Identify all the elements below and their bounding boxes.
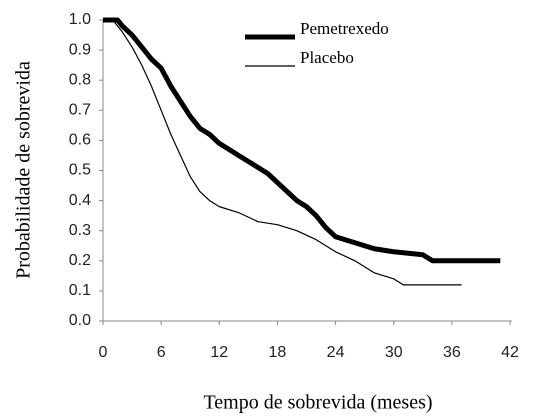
x-tick-label: 36 xyxy=(443,344,461,361)
y-tick-label: 0.4 xyxy=(69,192,91,209)
y-tick-label: 0.9 xyxy=(69,41,91,58)
legend-label: Pemetrexedo xyxy=(300,19,389,38)
y-tick-label: 0.1 xyxy=(69,282,91,299)
y-tick-label: 0.7 xyxy=(69,102,91,119)
survival-curve xyxy=(103,17,501,264)
y-tick-label: 0.8 xyxy=(69,71,91,88)
x-tick-label: 6 xyxy=(157,344,166,361)
y-tick-label: 1.0 xyxy=(69,11,91,28)
y-tick-label: 0.3 xyxy=(69,222,91,239)
y-axis-title: Probabilidade de sobrevida xyxy=(13,61,35,279)
x-tick-label: 30 xyxy=(385,344,403,361)
legend-label: Placebo xyxy=(300,48,354,67)
y-tick-label: 0.2 xyxy=(69,252,91,269)
x-tick-label: 12 xyxy=(210,344,228,361)
x-axis-title: Tempo de sobrevida (meses) xyxy=(203,392,432,414)
y-tick-label: 0.5 xyxy=(69,162,91,179)
x-tick-label: 24 xyxy=(327,344,345,361)
x-tick-label: 42 xyxy=(501,344,519,361)
y-tick-label: 0.0 xyxy=(69,312,91,329)
x-tick-label: 18 xyxy=(269,344,287,361)
x-tick-label: 0 xyxy=(99,344,108,361)
y-tick-label: 0.6 xyxy=(69,132,91,149)
survival-curve xyxy=(103,19,462,286)
